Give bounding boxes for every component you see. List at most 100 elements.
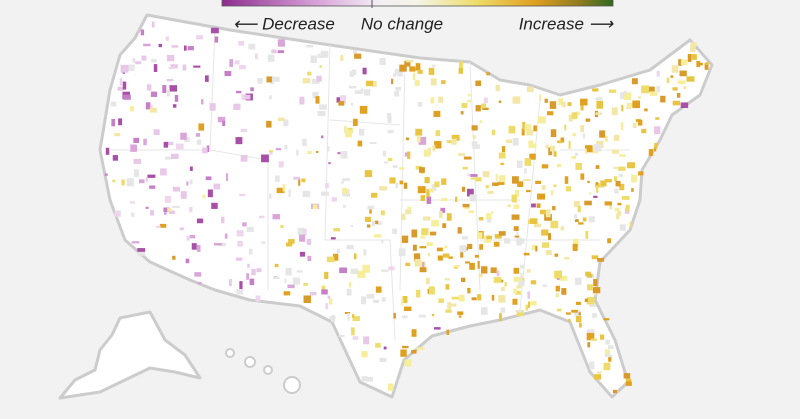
area-blob <box>552 205 556 211</box>
area-blob <box>498 295 506 303</box>
area-blob <box>586 296 595 305</box>
area-blob <box>186 181 189 186</box>
area-blob <box>457 311 464 315</box>
area-blob <box>517 181 524 188</box>
area-blob <box>550 220 559 229</box>
area-blob <box>542 242 550 248</box>
area-blob <box>105 147 110 155</box>
area-blob <box>626 102 635 107</box>
area-blob <box>617 211 622 216</box>
area-blob <box>592 313 597 318</box>
area-blob <box>607 238 612 244</box>
area-blob <box>366 294 375 299</box>
area-blob <box>363 89 371 96</box>
area-blob <box>394 91 400 97</box>
area-blob <box>387 383 394 391</box>
area-blob <box>210 27 219 34</box>
area-blob <box>239 64 246 70</box>
area-blob <box>400 349 407 357</box>
area-blob <box>166 79 174 82</box>
area-blob <box>224 233 228 239</box>
area-blob <box>132 57 135 63</box>
area-blob <box>326 256 335 263</box>
area-blob <box>537 116 546 124</box>
area-blob <box>690 44 696 53</box>
area-blob <box>511 214 520 220</box>
area-blob <box>191 243 197 250</box>
area-blob <box>114 132 121 137</box>
area-blob <box>533 125 537 132</box>
area-blob <box>444 278 451 281</box>
area-blob <box>550 190 554 196</box>
area-blob <box>536 203 541 208</box>
area-blob <box>524 124 531 131</box>
area-blob <box>461 277 466 282</box>
area-blob <box>437 255 443 261</box>
area-blob <box>372 299 379 304</box>
area-blob <box>454 265 460 268</box>
area-blob <box>140 29 145 36</box>
area-blob <box>574 310 582 317</box>
area-blob <box>274 175 280 182</box>
area-blob <box>272 214 281 220</box>
area-blob <box>202 147 208 154</box>
area-blob <box>618 166 626 171</box>
area-blob <box>480 266 488 274</box>
area-blob <box>214 36 219 43</box>
area-blob <box>266 120 272 128</box>
area-blob <box>202 194 206 199</box>
area-blob <box>550 129 557 138</box>
area-blob <box>417 102 423 107</box>
area-blob <box>621 195 630 200</box>
area-blob <box>654 146 657 152</box>
area-blob <box>587 342 591 348</box>
area-blob <box>618 174 623 177</box>
area-blob <box>145 206 149 209</box>
area-blob <box>619 183 625 191</box>
area-blob <box>111 118 115 127</box>
area-blob <box>417 69 423 74</box>
area-blob <box>529 153 536 160</box>
area-blob <box>511 176 519 184</box>
area-blob <box>217 116 226 123</box>
area-blob <box>524 168 527 174</box>
area-blob <box>558 98 564 106</box>
area-blob <box>431 64 436 68</box>
area-blob <box>548 233 552 240</box>
area-blob <box>301 178 306 183</box>
area-blob <box>421 228 429 236</box>
area-blob <box>175 143 184 150</box>
area-blob <box>280 225 284 228</box>
area-blob <box>513 288 517 295</box>
area-blob <box>117 86 124 91</box>
area-blob <box>325 183 329 189</box>
area-blob <box>372 80 377 88</box>
area-blob <box>595 112 603 115</box>
area-blob <box>434 181 440 188</box>
area-blob <box>306 238 312 245</box>
area-blob <box>382 150 387 157</box>
area-blob <box>671 65 679 73</box>
area-blob <box>248 43 256 50</box>
area-blob <box>585 230 589 239</box>
hawaii <box>225 348 301 394</box>
area-blob <box>325 303 329 310</box>
area-blob <box>292 277 301 285</box>
area-blob <box>575 315 582 323</box>
area-blob <box>285 267 292 276</box>
area-blob <box>544 214 552 221</box>
area-blob <box>453 266 458 269</box>
area-blob <box>310 55 317 64</box>
area-blob <box>518 280 525 287</box>
area-blob <box>430 231 437 236</box>
area-blob <box>169 85 178 92</box>
area-blob <box>307 71 312 76</box>
area-blob <box>340 181 345 184</box>
area-blob <box>627 162 635 169</box>
area-blob <box>475 177 482 182</box>
area-blob <box>303 295 311 303</box>
area-blob <box>123 94 131 100</box>
area-blob <box>565 186 572 192</box>
area-blob <box>679 70 687 77</box>
